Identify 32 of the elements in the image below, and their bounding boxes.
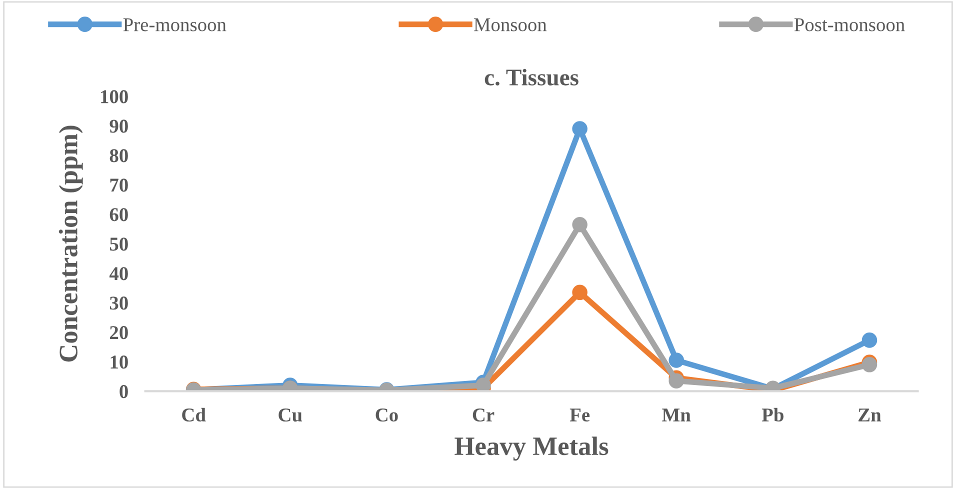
y-tick-label: 80 xyxy=(110,149,128,162)
y-axis-title: Concentration (ppm) xyxy=(58,126,83,362)
legend-label: Pre-monsoon xyxy=(123,18,226,32)
x-tick-label: Mn xyxy=(662,408,691,422)
x-tick-label: Fe xyxy=(570,408,590,422)
x-tick-label: Cr xyxy=(472,408,494,422)
x-tick-label: Cu xyxy=(278,408,302,422)
chart-title: c. Tissues xyxy=(484,68,578,86)
point xyxy=(668,352,684,368)
x-tick-label: Zn xyxy=(858,408,882,422)
y-tick-label: 10 xyxy=(110,356,128,369)
point xyxy=(668,373,684,389)
x-axis-title: Heavy Metals xyxy=(454,436,608,461)
x-tick-label: Pb xyxy=(762,408,784,422)
point xyxy=(572,284,588,300)
y-tick-label: 30 xyxy=(110,296,128,310)
y-tick-label: 60 xyxy=(110,208,128,222)
x-tick-label: Cd xyxy=(182,408,206,422)
y-tick-label: 40 xyxy=(109,267,128,280)
point xyxy=(572,121,588,136)
point xyxy=(862,332,878,348)
x-tick-label: Co xyxy=(376,408,398,422)
y-tick-label: 20 xyxy=(110,326,128,340)
point xyxy=(572,216,588,232)
point xyxy=(476,378,491,392)
y-tick-label: 90 xyxy=(110,120,128,133)
legend-label: Monsoon xyxy=(474,18,547,32)
y-tick-label: 0 xyxy=(120,385,128,398)
legend-label: Post-monsoon xyxy=(794,18,905,32)
y-tick-label: 100 xyxy=(101,90,128,104)
y-tick-label: 70 xyxy=(110,178,128,192)
y-tick-label: 50 xyxy=(110,238,128,251)
